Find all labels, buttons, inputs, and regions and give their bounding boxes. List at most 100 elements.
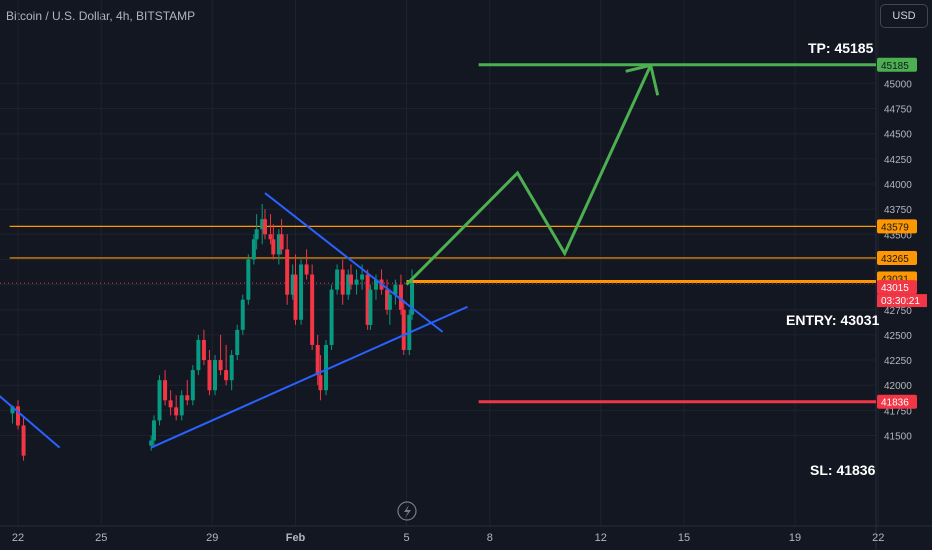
candle-body xyxy=(168,400,173,408)
candle-body xyxy=(201,339,206,361)
candle-body xyxy=(240,299,245,330)
candle-body xyxy=(190,370,195,401)
candle-body xyxy=(271,239,276,255)
candle-body xyxy=(229,355,234,381)
candle-body xyxy=(213,360,218,391)
y-tick-label: 44500 xyxy=(884,130,912,141)
candle-body xyxy=(393,284,398,295)
candle-body xyxy=(151,420,156,441)
currency-button[interactable]: USD xyxy=(880,4,928,28)
candle-body xyxy=(373,279,378,290)
horizontal-levels xyxy=(0,63,876,404)
x-tick-label: 12 xyxy=(595,532,607,544)
candle-body xyxy=(218,360,223,371)
candle-body xyxy=(304,264,309,275)
candle-body xyxy=(279,234,284,250)
candle-body xyxy=(179,395,184,416)
x-tick-label: 19 xyxy=(789,532,801,544)
y-tick-label: 42000 xyxy=(884,381,912,392)
candle-body xyxy=(290,274,295,295)
price-tag-label: 43265 xyxy=(881,254,909,265)
time-axis: 22 25 29 Feb 5 8 12 15 19 22 xyxy=(12,532,885,544)
price-tag xyxy=(877,280,917,295)
candle-body xyxy=(387,294,392,310)
x-tick-label: 5 xyxy=(403,532,409,544)
candle-body xyxy=(365,274,370,325)
price-tag-label: 43031 xyxy=(881,274,909,285)
x-tick-label: 15 xyxy=(678,532,690,544)
candle-body xyxy=(149,440,154,446)
projection-line xyxy=(405,64,653,286)
countdown-tag xyxy=(877,294,927,308)
candle-body xyxy=(251,239,256,260)
countdown-label: 03:30:21 xyxy=(881,296,920,307)
x-tick-label: 25 xyxy=(95,532,107,544)
candle-body xyxy=(10,406,15,414)
candle-body xyxy=(254,229,259,240)
x-tick-label: 8 xyxy=(487,532,493,544)
candle-body xyxy=(196,339,201,371)
candle-body xyxy=(340,269,345,295)
y-tick-label: 42250 xyxy=(884,356,912,367)
candle-body xyxy=(346,274,351,295)
candle-body xyxy=(262,219,267,235)
candle-body xyxy=(276,234,281,255)
candle-body xyxy=(224,370,229,381)
candle-body xyxy=(385,289,390,310)
y-tick-label: 45000 xyxy=(884,79,912,90)
candle-body xyxy=(398,284,403,310)
price-tag-label: 41836 xyxy=(881,398,909,409)
candle-body xyxy=(410,283,415,315)
y-tick-label: 41500 xyxy=(884,432,912,443)
candle-body xyxy=(293,274,298,320)
candle-body xyxy=(354,279,359,285)
candle-body xyxy=(310,274,315,345)
x-tick-label: 22 xyxy=(872,532,884,544)
entry-label: ENTRY: 43031 xyxy=(786,312,880,328)
candle-body xyxy=(157,380,162,421)
candle-body xyxy=(285,249,290,295)
price-tag-label: 45185 xyxy=(881,61,909,72)
candle-body xyxy=(21,425,26,456)
y-tick-label: 41750 xyxy=(884,406,912,417)
projection-path xyxy=(405,63,660,286)
candle-body xyxy=(335,269,340,290)
price-tag xyxy=(877,394,917,409)
candle-body xyxy=(207,360,212,391)
y-tick-label: 43500 xyxy=(884,230,912,241)
x-tick-label: Feb xyxy=(286,532,306,544)
candle-body xyxy=(329,289,334,345)
candle-body xyxy=(324,344,329,391)
candle-body xyxy=(318,375,323,391)
candle-body xyxy=(16,406,20,426)
sl-label: SL: 41836 xyxy=(810,462,876,478)
x-tick-label: 29 xyxy=(206,532,218,544)
price-tag xyxy=(877,219,917,234)
candle-body xyxy=(360,274,365,280)
candle-body xyxy=(174,407,179,416)
candle-body xyxy=(246,259,251,300)
candle-body xyxy=(299,264,304,320)
price-tag xyxy=(877,250,917,265)
price-tag xyxy=(877,57,917,72)
candle-body xyxy=(401,309,406,350)
candle-body xyxy=(268,234,273,240)
y-tick-label: 44750 xyxy=(884,105,912,116)
candle-body xyxy=(315,344,320,376)
lightning-icon[interactable] xyxy=(397,501,417,521)
price-tag-label: 43015 xyxy=(881,283,909,294)
candle-body xyxy=(163,380,168,401)
x-tick-label: 22 xyxy=(12,532,24,544)
y-tick-label: 42750 xyxy=(884,306,912,317)
candle-body xyxy=(235,329,240,356)
candle-body xyxy=(185,395,190,401)
price-tag-label: 43579 xyxy=(881,222,909,233)
y-tick-label: 44000 xyxy=(884,180,912,191)
trendlines xyxy=(0,192,468,449)
trendline-left-fragment xyxy=(0,395,61,449)
trendline-upper-triangle xyxy=(264,192,444,333)
y-tick-label: 43750 xyxy=(884,205,912,216)
